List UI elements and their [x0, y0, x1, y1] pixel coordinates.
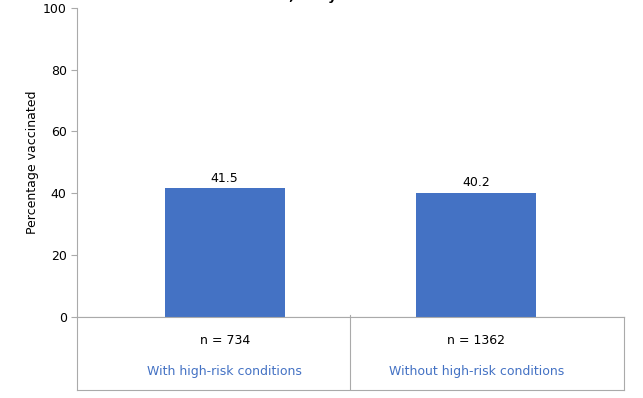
- Text: 41.5: 41.5: [211, 172, 239, 185]
- Text: Without high-risk conditions: Without high-risk conditions: [388, 365, 564, 378]
- Text: n = 734: n = 734: [199, 334, 250, 347]
- Text: With high-risk conditions: With high-risk conditions: [147, 365, 302, 378]
- Bar: [165, 189, 285, 316]
- Title: Figure 6. Flu vaccination coverage before and during pregnancy among
women pregn: Figure 6. Flu vaccination coverage befor…: [73, 0, 628, 3]
- Text: 40.2: 40.2: [462, 176, 490, 189]
- Bar: [416, 193, 536, 316]
- Y-axis label: Percentage vaccinated: Percentage vaccinated: [26, 90, 39, 234]
- Text: n = 1362: n = 1362: [447, 334, 505, 347]
